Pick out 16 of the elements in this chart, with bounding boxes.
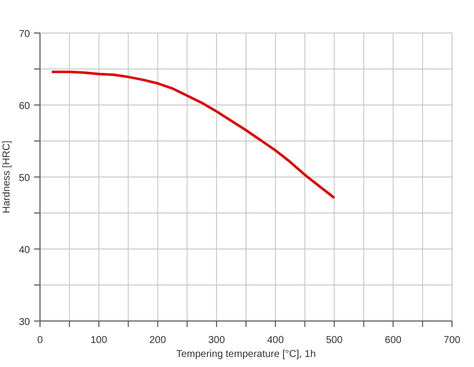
x-tick-label: 300: [208, 335, 226, 346]
y-tick-label: 70: [18, 29, 30, 40]
y-tick-label: 50: [18, 173, 30, 184]
x-tick-label: 500: [326, 335, 344, 346]
y-tick-label: 60: [18, 101, 30, 112]
y-axis-title: Hardness [HRC]: [2, 140, 13, 214]
x-axis-title: Tempering temperature [°C], 1h: [176, 349, 316, 360]
line-series: [50, 70, 336, 200]
x-tick-label: 400: [267, 335, 284, 346]
x-tick-label: 100: [90, 335, 108, 346]
y-tick-label: 40: [18, 245, 30, 256]
x-tick-label: 600: [384, 335, 402, 346]
x-tick-label: 700: [444, 335, 461, 346]
y-tick-label: 30: [18, 317, 30, 328]
x-tick-label: 0: [37, 335, 44, 346]
x-tick-label: 200: [149, 335, 166, 346]
